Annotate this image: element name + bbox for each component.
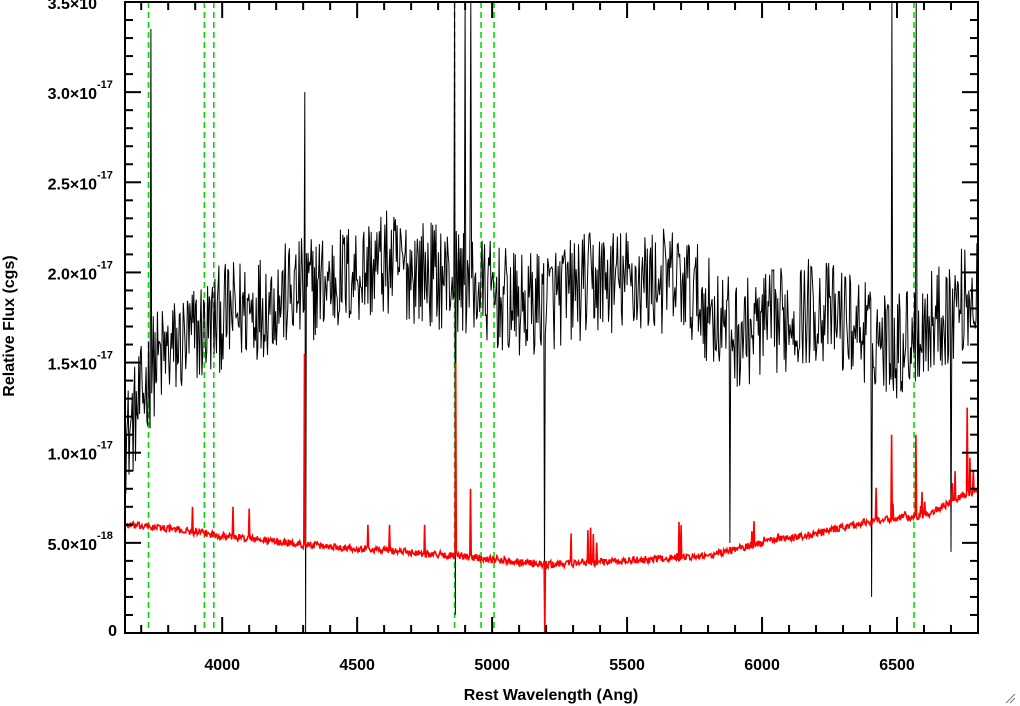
y-tick-label: 1.0×10 [48, 447, 97, 464]
x-tick-label: 6000 [744, 657, 780, 674]
x-axis-title: Rest Wavelength (Ang) [464, 687, 639, 704]
y-tick-label: 3.5×10 [48, 0, 97, 13]
resize-grip-icon[interactable] [1004, 692, 1016, 704]
series-layer [125, 2, 978, 633]
series-line [125, 2, 978, 633]
y-axis-ticks: 05.0×10-181.0×10-171.5×10-172.0×10-172.5… [48, 0, 978, 640]
y-tick-label: 3.0×10 [48, 86, 97, 103]
y-tick-label: 0 [108, 623, 117, 640]
x-axis-ticks: 4000 4500 5000 5500 6000 6500 [140, 2, 979, 674]
x-tick-label: 5500 [609, 657, 645, 674]
y-tick-exponent: -18 [97, 530, 113, 542]
y-tick-exponent: -17 [97, 259, 113, 271]
y-tick-exponent: -17 [97, 440, 113, 452]
y-tick-label: 2.5×10 [48, 176, 97, 193]
y-tick-exponent: -17 [97, 0, 113, 1]
x-tick-label: 4500 [339, 657, 375, 674]
y-tick-label: 1.5×10 [48, 357, 97, 374]
x-tick-label: 4000 [204, 657, 240, 674]
y-tick-exponent: -17 [97, 79, 113, 91]
series-line [125, 353, 978, 633]
x-tick-label: 5000 [474, 657, 510, 674]
plot-frame [124, 1, 979, 634]
y-tick-exponent: -17 [97, 350, 113, 362]
y-tick-label: 5.0×10 [48, 537, 97, 554]
y-tick-exponent: -17 [97, 169, 113, 181]
y-tick-label: 2.0×10 [48, 266, 97, 283]
y-axis-title: Relative Flux (cgs) [1, 255, 18, 396]
x-tick-label: 6500 [879, 657, 915, 674]
